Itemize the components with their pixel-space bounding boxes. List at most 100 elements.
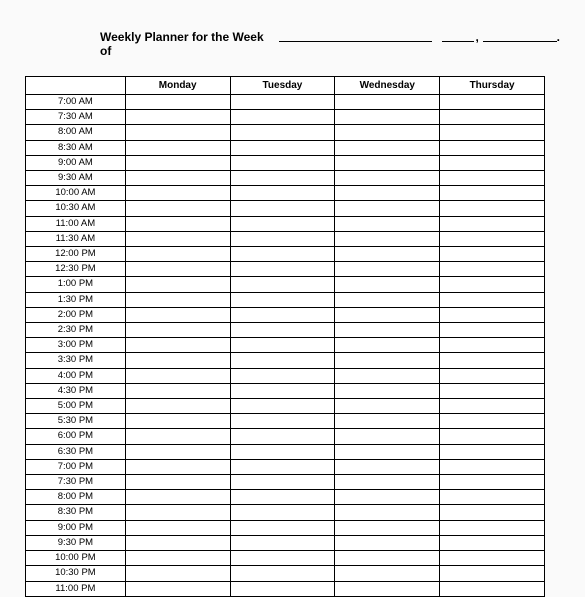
time-label: 9:00 PM	[26, 520, 126, 535]
time-label: 10:30 AM	[26, 201, 126, 216]
time-label: 11:00 AM	[26, 216, 126, 231]
time-label: 7:30 PM	[26, 475, 126, 490]
planner-cell	[125, 368, 230, 383]
planner-cell	[335, 459, 440, 474]
planner-cell	[335, 277, 440, 292]
planner-cell	[230, 383, 335, 398]
planner-cell	[335, 581, 440, 596]
planner-cell	[125, 383, 230, 398]
planner-body: 7:00 AM7:30 AM8:00 AM8:30 AM9:00 AM9:30 …	[26, 95, 545, 597]
planner-cell	[125, 110, 230, 125]
planner-cell	[335, 444, 440, 459]
planner-cell	[230, 475, 335, 490]
table-row: 2:30 PM	[26, 323, 545, 338]
planner-cell	[335, 155, 440, 170]
table-row: 4:30 PM	[26, 383, 545, 398]
planner-cell	[440, 551, 545, 566]
time-label: 11:00 PM	[26, 581, 126, 596]
planner-cell	[335, 95, 440, 110]
blank-line-long	[279, 41, 432, 42]
time-label: 9:30 PM	[26, 535, 126, 550]
time-label: 9:00 AM	[26, 155, 126, 170]
time-label: 5:00 PM	[26, 399, 126, 414]
planner-cell	[230, 231, 335, 246]
planner-cell	[230, 307, 335, 322]
planner-cell	[230, 490, 335, 505]
planner-cell	[230, 566, 335, 581]
planner-cell	[125, 171, 230, 186]
table-row: 6:30 PM	[26, 444, 545, 459]
planner-cell	[440, 110, 545, 125]
planner-cell	[440, 277, 545, 292]
planner-cell	[335, 186, 440, 201]
planner-cell	[335, 429, 440, 444]
planner-cell	[335, 110, 440, 125]
time-label: 10:00 PM	[26, 551, 126, 566]
table-row: 5:30 PM	[26, 414, 545, 429]
time-label: 7:30 AM	[26, 110, 126, 125]
time-label: 4:00 PM	[26, 368, 126, 383]
planner-cell	[335, 566, 440, 581]
planner-cell	[440, 490, 545, 505]
table-row: 3:00 PM	[26, 338, 545, 353]
table-row: 9:00 PM	[26, 520, 545, 535]
table-row: 8:00 PM	[26, 490, 545, 505]
planner-cell	[335, 551, 440, 566]
table-row: 12:00 PM	[26, 247, 545, 262]
time-label: 2:30 PM	[26, 323, 126, 338]
planner-cell	[125, 307, 230, 322]
table-row: 9:30 PM	[26, 535, 545, 550]
time-label: 11:30 AM	[26, 231, 126, 246]
time-label: 2:00 PM	[26, 307, 126, 322]
table-row: 7:30 AM	[26, 110, 545, 125]
planner-cell	[440, 535, 545, 550]
table-row: 11:30 AM	[26, 231, 545, 246]
planner-cell	[230, 95, 335, 110]
table-row: 11:00 AM	[26, 216, 545, 231]
planner-cell	[335, 490, 440, 505]
planner-cell	[230, 277, 335, 292]
table-row: 1:30 PM	[26, 292, 545, 307]
planner-cell	[125, 247, 230, 262]
table-row: 10:00 PM	[26, 551, 545, 566]
planner-cell	[440, 566, 545, 581]
planner-cell	[125, 125, 230, 140]
title-period: .	[557, 30, 560, 44]
time-label: 9:30 AM	[26, 171, 126, 186]
time-label: 10:30 PM	[26, 566, 126, 581]
table-row: 7:30 PM	[26, 475, 545, 490]
time-label: 1:00 PM	[26, 277, 126, 292]
planner-cell	[125, 520, 230, 535]
planner-cell	[125, 216, 230, 231]
planner-cell	[125, 140, 230, 155]
planner-cell	[335, 307, 440, 322]
planner-cell	[335, 353, 440, 368]
planner-cell	[230, 414, 335, 429]
planner-cell	[125, 581, 230, 596]
table-row: 6:00 PM	[26, 429, 545, 444]
planner-cell	[125, 505, 230, 520]
planner-cell	[125, 292, 230, 307]
planner-cell	[230, 535, 335, 550]
planner-cell	[335, 399, 440, 414]
table-header-row: Monday Tuesday Wednesday Thursday	[26, 77, 545, 95]
time-label: 8:00 AM	[26, 125, 126, 140]
planner-cell	[335, 414, 440, 429]
planner-cell	[125, 323, 230, 338]
planner-cell	[440, 444, 545, 459]
planner-cell	[230, 368, 335, 383]
planner-cell	[440, 323, 545, 338]
planner-cell	[125, 459, 230, 474]
planner-cell	[440, 459, 545, 474]
table-row: 3:30 PM	[26, 353, 545, 368]
planner-cell	[440, 307, 545, 322]
table-row: 8:30 PM	[26, 505, 545, 520]
planner-cell	[230, 110, 335, 125]
planner-cell	[230, 125, 335, 140]
planner-cell	[230, 505, 335, 520]
day-header-tuesday: Tuesday	[230, 77, 335, 95]
planner-cell	[440, 475, 545, 490]
time-label: 1:30 PM	[26, 292, 126, 307]
planner-cell	[335, 125, 440, 140]
time-column-header	[26, 77, 126, 95]
